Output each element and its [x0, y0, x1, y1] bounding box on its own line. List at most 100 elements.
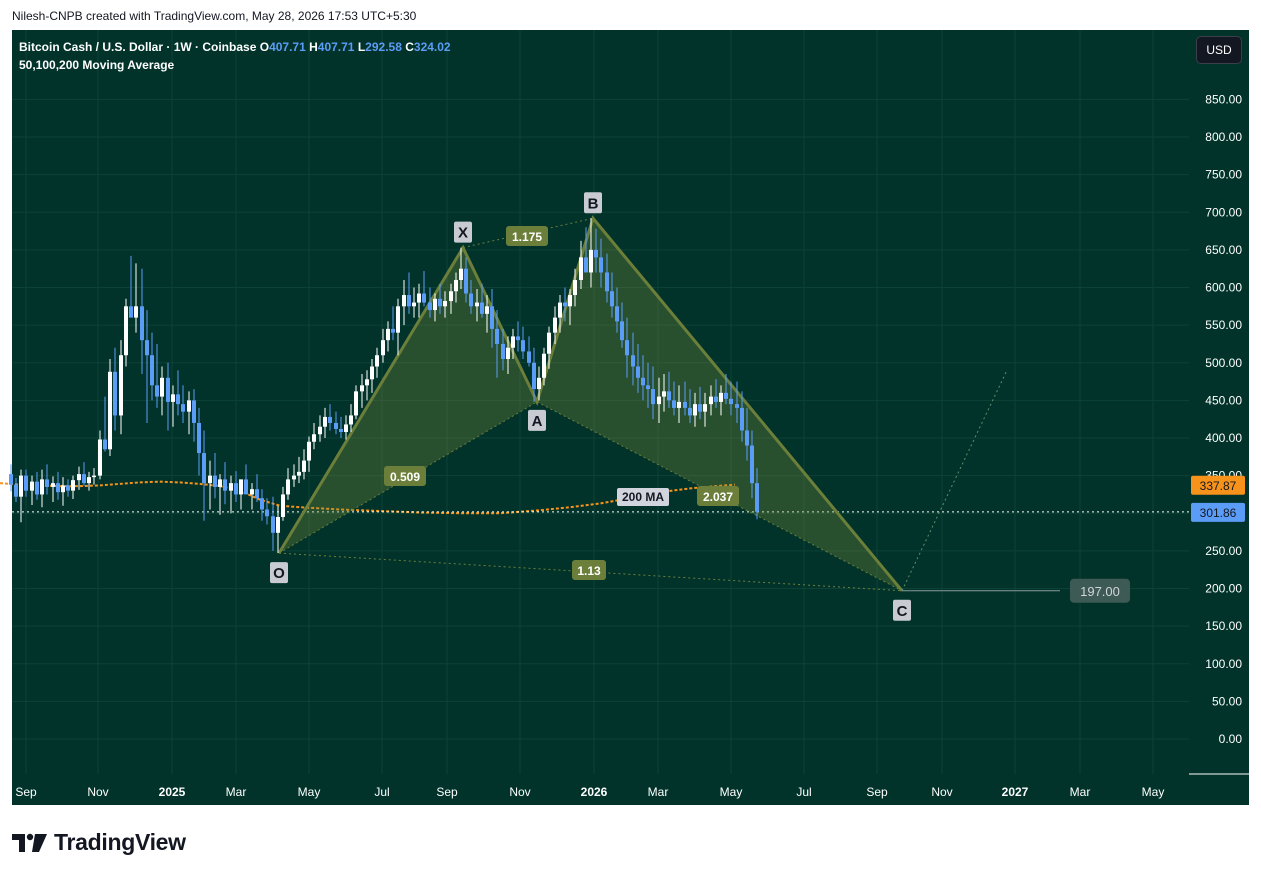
candle — [129, 255, 133, 318]
candle — [485, 295, 489, 333]
harmonic-pattern — [277, 215, 1060, 592]
candle — [286, 468, 290, 500]
ratio-label[interactable]: 0.509 — [384, 466, 426, 486]
tradingview-logo-icon — [12, 833, 47, 852]
pattern-point-c[interactable]: C — [893, 599, 911, 621]
candle — [318, 415, 322, 442]
candle — [134, 263, 138, 333]
candle — [396, 298, 400, 356]
candle — [740, 391, 744, 442]
ratio-label[interactable]: 1.175 — [506, 226, 548, 246]
candle — [244, 464, 248, 495]
candle — [480, 283, 484, 318]
candle — [469, 279, 473, 314]
currency-button[interactable]: USD — [1196, 36, 1242, 64]
candle — [605, 253, 609, 303]
y-tick-label: 800.00 — [1205, 130, 1242, 144]
projection-line — [901, 370, 1008, 591]
candle — [527, 336, 531, 367]
candle — [521, 326, 525, 359]
svg-text:2.037: 2.037 — [703, 490, 733, 504]
candle — [365, 370, 369, 401]
ratio-label[interactable]: 1.13 — [572, 560, 606, 580]
high-label: H — [309, 40, 318, 54]
y-tick-label: 650.00 — [1205, 243, 1242, 257]
tradingview-brand[interactable]: TradingView — [12, 827, 186, 857]
candle — [56, 471, 60, 500]
candle — [375, 347, 379, 378]
candle — [750, 430, 754, 499]
target-price-label[interactable]: 197.00 — [1070, 578, 1130, 603]
candle — [66, 479, 70, 497]
candle — [124, 298, 128, 367]
candle — [459, 247, 463, 290]
candle — [412, 287, 416, 318]
symbol-title[interactable]: Bitcoin Cash / U.S. Dollar · 1W · Coinba… — [19, 40, 257, 54]
pattern-point-o[interactable]: O — [270, 562, 288, 584]
candle — [698, 386, 702, 420]
ma-200-label[interactable]: 200 MA — [617, 488, 669, 506]
pattern-point-x[interactable]: X — [454, 221, 472, 243]
svg-text:C: C — [897, 603, 908, 620]
pattern-point-b[interactable]: B — [584, 192, 602, 214]
candle — [265, 498, 269, 525]
x-tick-label: May — [1142, 785, 1165, 799]
candle — [250, 483, 254, 510]
moving-average-layer — [0, 480, 1189, 515]
candle — [276, 505, 280, 554]
candle — [260, 489, 264, 521]
x-tick-label: Nov — [87, 785, 108, 799]
candle — [646, 362, 650, 408]
candle — [625, 317, 629, 378]
svg-text:B: B — [588, 195, 599, 212]
candle — [98, 430, 102, 480]
candle — [339, 416, 343, 438]
candle — [92, 468, 96, 485]
open-value: 407.71 — [269, 40, 306, 54]
brand-name: TradingView — [54, 828, 186, 855]
candles — [9, 218, 759, 554]
y-tick-label: 550.00 — [1205, 318, 1242, 332]
candle — [599, 238, 603, 288]
candle — [667, 371, 671, 408]
candle — [354, 385, 358, 420]
svg-text:301.86: 301.86 — [1200, 506, 1237, 520]
candle — [323, 407, 327, 438]
attribution-text: Nilesh-CNPB created with TradingView.com… — [12, 9, 417, 23]
candle — [281, 486, 285, 521]
low-value: 292.58 — [365, 40, 402, 54]
y-tick-label: 200.00 — [1205, 582, 1242, 596]
candle — [589, 218, 593, 288]
candle — [61, 477, 65, 506]
x-tick-label: 2027 — [1002, 785, 1029, 799]
candle — [709, 385, 713, 416]
y-tick-label: 850.00 — [1205, 92, 1242, 106]
ratio-label[interactable]: 2.037 — [697, 486, 739, 506]
x-axis[interactable]: Sep Nov 2025 Mar May Jul Sep Nov 2026 Mar May Jul Se… — [15, 785, 1164, 799]
candle — [495, 310, 499, 378]
y-tick-label: 450.00 — [1205, 393, 1242, 407]
candle — [24, 469, 28, 497]
indicator-label[interactable]: 50,100,200 Moving Average — [19, 58, 175, 72]
candle — [755, 468, 759, 520]
y-tick-label: 500.00 — [1205, 356, 1242, 370]
candle — [113, 347, 117, 431]
candle — [651, 366, 655, 420]
candle — [573, 268, 577, 307]
pattern-point-a[interactable]: A — [528, 409, 546, 431]
candle — [615, 287, 619, 333]
y-tick-label: 250.00 — [1205, 544, 1242, 558]
candle — [370, 358, 374, 393]
y-tick-label: 750.00 — [1205, 168, 1242, 182]
close-label: C — [405, 40, 414, 54]
candle — [82, 462, 86, 487]
candle — [360, 374, 364, 408]
x-tick-label: Jul — [796, 785, 811, 799]
svg-text:X: X — [458, 225, 468, 242]
candle — [160, 366, 164, 416]
low-label: L — [357, 40, 366, 54]
candle — [735, 381, 739, 423]
y-tick-label: 100.00 — [1205, 657, 1242, 671]
pattern-labels: O X A B C 1.175 0.509 2.037 1.13 200 MA 197.00 — [270, 192, 1130, 621]
